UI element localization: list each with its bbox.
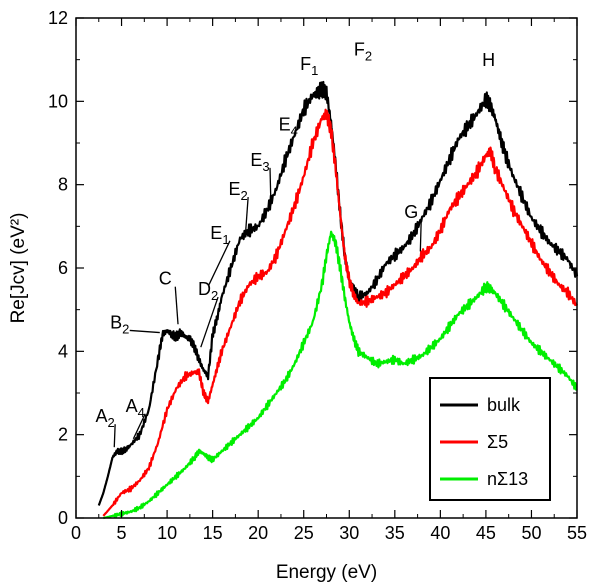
- x-tick-label: 40: [430, 523, 450, 543]
- series-line-3: [103, 230, 578, 520]
- x-tick-label: 45: [476, 523, 496, 543]
- peak-label: E4: [279, 115, 298, 139]
- peak-label: A2: [96, 406, 115, 430]
- peak-leader-line: [200, 296, 219, 348]
- peak-leader-line: [419, 219, 422, 252]
- y-tick-label: 12: [48, 8, 68, 28]
- peak-label: H: [482, 50, 495, 70]
- x-tick-label: 5: [117, 523, 127, 543]
- legend: bulk Σ5 nΣ13: [429, 377, 551, 501]
- y-tick-label: 10: [48, 91, 68, 111]
- y-tick-label: 4: [58, 341, 68, 361]
- x-tick-label: 15: [203, 523, 223, 543]
- y-tick-label: 8: [58, 175, 68, 195]
- y-axis: 0 2 4 6 8 10 12: [48, 8, 577, 528]
- x-tick-label: 20: [248, 523, 268, 543]
- x-tick-label: 55: [567, 523, 587, 543]
- legend-label: nΣ13: [487, 469, 528, 489]
- peak-label: D2: [198, 279, 218, 303]
- x-tick-label: 35: [385, 523, 405, 543]
- peak-label: B2: [110, 312, 129, 336]
- peak-leader-line: [113, 424, 116, 448]
- peak-label: E3: [250, 150, 269, 174]
- peak-label: G: [404, 202, 418, 222]
- peak-leader-line: [174, 286, 179, 325]
- peak-label: E1: [210, 223, 229, 247]
- peak-leader-line: [244, 197, 249, 235]
- x-axis-title: Energy (eV): [276, 562, 377, 583]
- x-tick-label: 30: [339, 523, 359, 543]
- peak-leader-line: [208, 240, 231, 285]
- peak-label: A4: [126, 396, 145, 420]
- peak-label: F2: [354, 40, 372, 64]
- plot-area: [97, 80, 579, 520]
- y-tick-label: 0: [58, 508, 68, 528]
- x-tick-label: 0: [71, 523, 81, 543]
- y-tick-label: 6: [58, 258, 68, 278]
- legend-label: bulk: [487, 395, 521, 415]
- x-tick-label: 25: [294, 523, 314, 543]
- series-line-1: [97, 80, 579, 506]
- x-tick-label: 10: [157, 523, 177, 543]
- peak-label: F1: [300, 54, 318, 78]
- peak-leader-line: [269, 167, 272, 206]
- peak-leader-line: [132, 413, 146, 440]
- x-axis: 0 5 10 15 20 25 30 35 40 45 50 55: [71, 18, 587, 543]
- peak-leader-line: [129, 329, 160, 334]
- y-tick-label: 2: [58, 425, 68, 445]
- peak-label: C: [159, 269, 172, 289]
- series-line-2: [102, 108, 578, 517]
- peak-label: E2: [229, 179, 248, 203]
- x-tick-label: 50: [521, 523, 541, 543]
- legend-label: Σ5: [487, 432, 508, 452]
- y-axis-title: Re[Jcv] (eV²): [8, 213, 29, 324]
